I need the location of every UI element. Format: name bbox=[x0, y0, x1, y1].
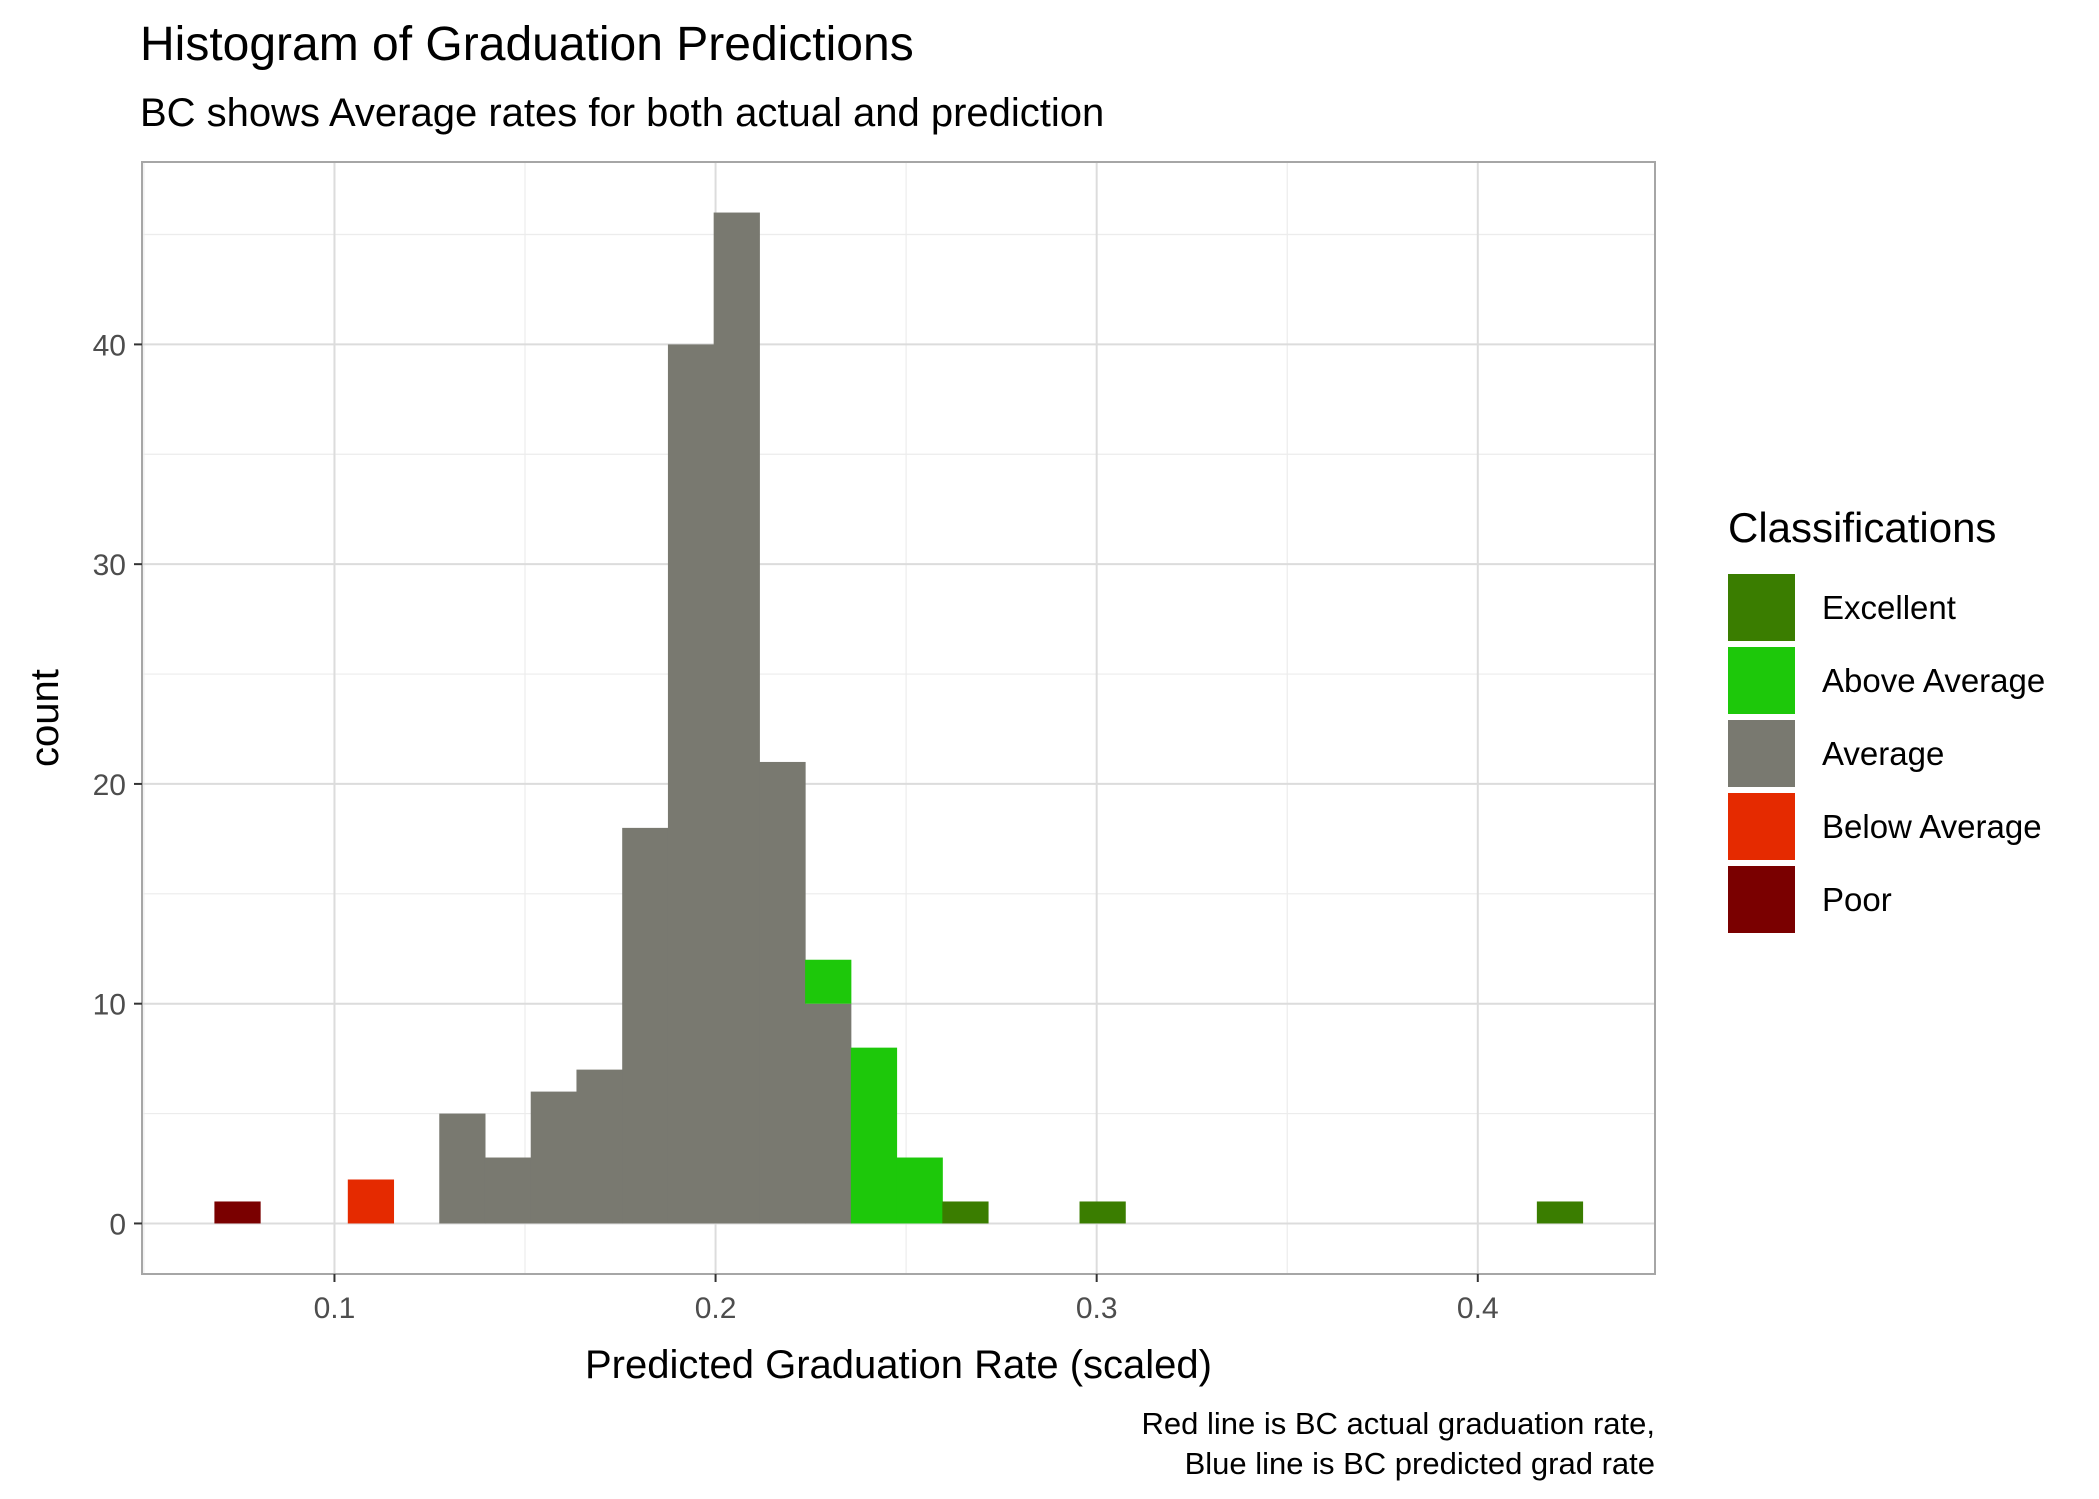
histogram-bar bbox=[622, 827, 669, 1224]
legend-label: Excellent bbox=[1822, 589, 1956, 626]
histogram-bar bbox=[576, 1069, 623, 1224]
legend-swatch bbox=[1728, 866, 1795, 933]
histogram-bar bbox=[214, 1201, 261, 1224]
histogram-bar bbox=[805, 959, 852, 1004]
chart-caption: Red line is BC actual graduation rate, B… bbox=[1141, 1406, 1655, 1481]
plot-panel-border bbox=[141, 161, 1656, 1275]
legend-swatch bbox=[1728, 574, 1795, 641]
legend-label: Below Average bbox=[1822, 808, 2042, 845]
histogram-bar bbox=[805, 1003, 852, 1224]
x-tick-label: 0.2 bbox=[695, 1292, 737, 1325]
y-tick-label: 20 bbox=[93, 769, 126, 802]
legend-title: Classifications bbox=[1728, 504, 1996, 551]
histogram-bar bbox=[347, 1179, 395, 1224]
histogram-bar bbox=[530, 1091, 577, 1224]
caption-line-1: Red line is BC actual graduation rate, bbox=[1141, 1406, 1655, 1441]
y-tick-label: 0 bbox=[109, 1208, 126, 1241]
y-axis-title: count bbox=[23, 669, 67, 767]
histogram-bar bbox=[713, 212, 760, 1224]
axis-ticks: 0.1 0.2 0.3 0.4 0 10 20 30 40 bbox=[93, 329, 1499, 1325]
x-tick-label: 0.4 bbox=[1457, 1292, 1499, 1325]
chart-subtitle: BC shows Average rates for both actual a… bbox=[140, 91, 1104, 135]
x-tick-label: 0.3 bbox=[1076, 1292, 1118, 1325]
histogram-bar bbox=[1536, 1201, 1584, 1224]
legend-swatch bbox=[1728, 720, 1795, 787]
caption-line-2: Blue line is BC predicted grad rate bbox=[1185, 1446, 1655, 1481]
y-tick-label: 30 bbox=[93, 549, 126, 582]
y-tick-label: 40 bbox=[93, 329, 126, 362]
histogram-bar bbox=[850, 1047, 898, 1224]
histogram-bar bbox=[896, 1157, 943, 1224]
x-axis-title: Predicted Graduation Rate (scaled) bbox=[585, 1343, 1212, 1387]
chart-title: Histogram of Graduation Predictions bbox=[140, 18, 914, 71]
histogram-bar bbox=[1079, 1201, 1126, 1224]
legend-swatch bbox=[1728, 793, 1795, 860]
histogram-bars bbox=[214, 212, 1584, 1224]
histogram-bar bbox=[439, 1113, 486, 1224]
legend-label: Poor bbox=[1822, 881, 1892, 918]
histogram-bar bbox=[759, 761, 806, 1224]
histogram-bar bbox=[942, 1201, 989, 1224]
histogram-bar bbox=[667, 344, 715, 1224]
grid-lines bbox=[142, 162, 1655, 1274]
legend-label: Above Average bbox=[1822, 662, 2045, 699]
y-tick-label: 10 bbox=[93, 989, 126, 1022]
legend: Classifications Excellent Above Average Av… bbox=[1728, 504, 2045, 933]
legend-label: Average bbox=[1822, 735, 1944, 772]
x-tick-label: 0.1 bbox=[314, 1292, 356, 1325]
legend-items: Excellent Above Average Average Below Avera… bbox=[1728, 574, 2045, 933]
histogram-bar bbox=[484, 1157, 532, 1224]
legend-swatch bbox=[1728, 647, 1795, 714]
